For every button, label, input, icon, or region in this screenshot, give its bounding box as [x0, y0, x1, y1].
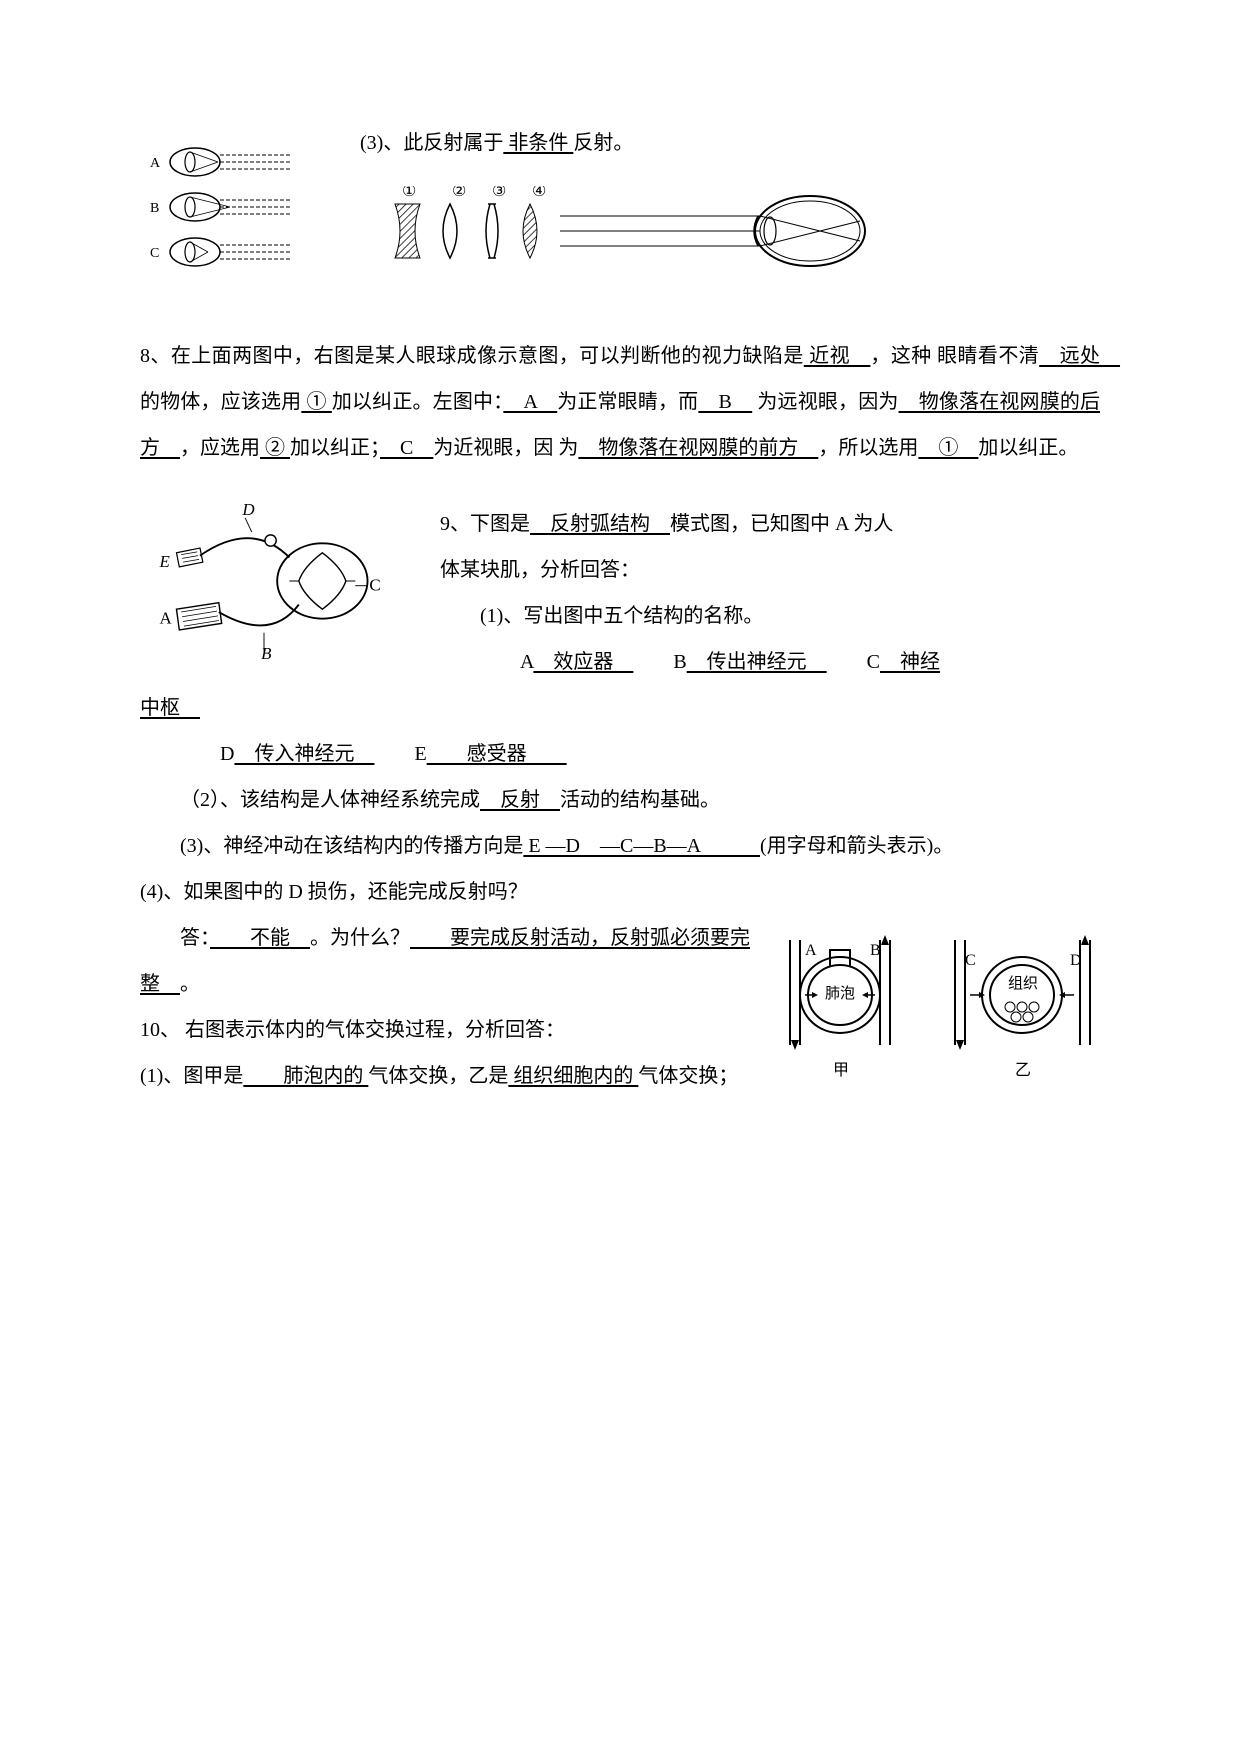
q9-p4a1: 不能: [210, 927, 310, 949]
q10-p1b: 气体交换，乙是: [368, 1065, 508, 1087]
q9-intro: 9、下图是 反射弧结构 模式图，已知图中 A 为人: [440, 501, 1100, 547]
eye-label-c: C: [150, 246, 159, 261]
q8-a7: ②: [260, 437, 290, 459]
q9-p4mid: 。为什么？: [310, 927, 410, 949]
q9-de: D 传入神经元 E 感受器: [140, 731, 1100, 777]
q9-c-cont: 中枢: [140, 685, 1100, 731]
q8-t3d: 为近视眼，因: [433, 437, 553, 459]
q9-Cb: 中枢: [140, 697, 200, 719]
q8-a1: 近视: [804, 345, 871, 367]
reflex-a: A: [160, 608, 173, 627]
eye-label-a: A: [150, 156, 161, 171]
q8-t3b: ，应选用: [180, 437, 260, 459]
q8-t2: 眼睛看不清: [937, 345, 1039, 367]
q9-p1t: (1)、写出图中五个结构的名称。: [480, 605, 763, 627]
q8-a3: ①: [301, 391, 332, 413]
fig10-tissue: 组织: [1008, 975, 1038, 992]
q9-a1: 反射弧结构: [530, 513, 670, 535]
q9-p1: (1)、写出图中五个结构的名称。: [440, 593, 1100, 639]
q8-t2d: 为正常眼睛，而: [557, 391, 698, 413]
q9-abc: A 效应器 B 传出神经元 C 神经: [440, 639, 1100, 685]
q8-t1: 8、在上面两图中，右图是某人眼球成像示意图，可以判断他的视力缺陷是: [140, 345, 804, 367]
q9-p3ans: E —D —C—B—A: [523, 835, 760, 857]
q10-a2: 组织细胞内的: [508, 1065, 638, 1087]
q9-p3b: (用字母和箭头表示)。: [760, 835, 953, 857]
q8-a2: 远处: [1039, 345, 1120, 367]
q9-ib: 模式图，已知图中 A 为人: [670, 513, 893, 535]
q9-block: D E A B C 9、下图是 反射弧结构 模式图，已知图中 A 为人 体某块肌…: [140, 501, 1100, 685]
lens-label-4: ④: [532, 186, 546, 200]
lens-label-3: ③: [492, 186, 506, 200]
reflex-arc-diagram: D E A B C: [140, 501, 420, 661]
lens-eye-diagram: ① ② ③ ④: [360, 186, 880, 276]
q9-p4suf: 。: [180, 973, 200, 995]
q10-p1a: (1)、图甲是: [140, 1065, 243, 1087]
fig10-alveoli: 肺泡: [825, 985, 855, 1002]
reflex-d: D: [241, 501, 254, 519]
q9-Ba: 传出神经元: [687, 651, 827, 673]
q3-answer: 非条件: [503, 132, 573, 154]
q8-a4: A: [503, 391, 557, 413]
fig10-A: A: [805, 942, 817, 959]
reflex-c: C: [369, 575, 380, 594]
q9-p3: (3)、神经冲动在该结构内的传播方向是 E —D —C—B—A (用字母和箭头表…: [140, 823, 1100, 869]
lens-label-1: ①: [402, 186, 416, 200]
q9-p3a: (3)、神经冲动在该结构内的传播方向是: [180, 835, 523, 857]
reflex-e: E: [159, 552, 171, 571]
reflex-b: B: [261, 644, 271, 661]
q9-p4a2b: 整: [140, 973, 180, 995]
fig10-yi: 乙: [1015, 1062, 1031, 1079]
q8-t1b: ，这种: [870, 345, 931, 367]
lens-label-2: ②: [452, 186, 466, 200]
q8-t4c: 加以纠正。: [978, 437, 1078, 459]
q9-intro2: 体某块肌，分析回答：: [440, 547, 1100, 593]
q8-t4b: ，所以选用: [818, 437, 918, 459]
q3-text: (3)、此反射属于 非条件 反射。: [360, 120, 1100, 166]
eye-diagrams-abc: A B C: [140, 137, 340, 277]
q8-a9: 物像落在视网膜的前方: [578, 437, 818, 459]
q9-p4pre: 答：: [180, 927, 210, 949]
q9-Ca: 神经: [880, 651, 940, 673]
fig10-jia: 甲: [833, 1062, 849, 1079]
q9-ia: 9、下图是: [440, 513, 530, 535]
q8-a10: ①: [918, 437, 978, 459]
q8-t3: 为远视眼，因为: [757, 391, 898, 413]
q8-a5: B: [698, 391, 752, 413]
q9-p4a2: 要完成反射活动，反射弧必须要完: [410, 927, 750, 949]
q3-suffix: 反射。: [573, 132, 633, 154]
q10-p1c: 气体交换；: [638, 1065, 738, 1087]
q9-Aa: 效应器: [533, 651, 633, 673]
q9-p2: （2）、该结构是人体神经系统完成 反射 活动的结构基础。: [140, 777, 1100, 823]
q9-Da: 传入神经元: [234, 743, 374, 765]
q9-p2a: （2）、该结构是人体神经系统完成: [180, 789, 480, 811]
q9-p2b: 活动的结构基础。: [560, 789, 720, 811]
gas-exchange-diagram: A B 肺泡 甲 C D 组织 乙: [770, 925, 1100, 1085]
q8-t2b: 的物体，应该选用: [140, 391, 301, 413]
fig10-C: C: [965, 952, 976, 969]
q9-Ea: 感受器: [427, 743, 567, 765]
q8-t4: 为: [558, 437, 578, 459]
q8-para: 8、在上面两图中，右图是某人眼球成像示意图，可以判断他的视力缺陷是 近视 ，这种…: [140, 333, 1100, 471]
q8-a8: C: [380, 437, 433, 459]
q3-prefix: (3)、此反射属于: [360, 132, 503, 154]
figure-row-q3-q8: A B C (3)、此反射属于 非条件 反射。: [140, 120, 1100, 293]
q8-t2c: 加以纠正。左图中：: [332, 391, 504, 413]
q9-p4: (4)、如果图中的 D 损伤，还能完成反射吗？: [140, 869, 1100, 915]
q10-a1: 肺泡内的: [243, 1065, 368, 1087]
q9-p2ans: 反射: [480, 789, 560, 811]
q8-t3c: 加以纠正；: [290, 437, 380, 459]
eye-label-b: B: [150, 201, 159, 216]
